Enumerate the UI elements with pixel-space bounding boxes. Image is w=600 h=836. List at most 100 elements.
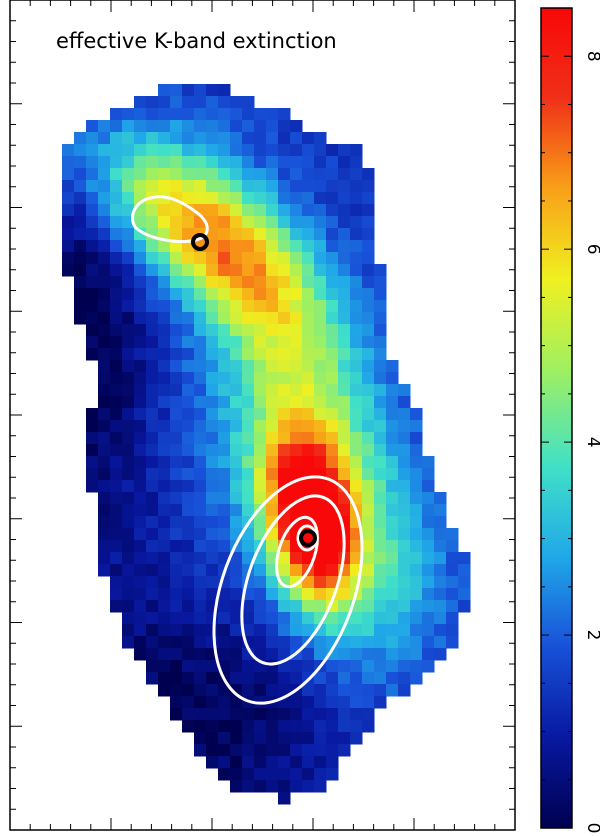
heatmap-cell [134,624,147,637]
heatmap-cell [242,432,255,445]
heatmap-cell [302,744,315,757]
heatmap-cell [182,600,195,613]
heatmap-cell [326,456,339,469]
heatmap-cell [98,420,111,433]
heatmap-cell [350,360,363,373]
heatmap-cell [362,648,375,661]
heatmap-cell [266,324,279,337]
heatmap-cell [290,732,303,745]
heatmap-cell [254,612,267,625]
heatmap-cell [194,564,207,577]
heatmap-cell [254,564,267,577]
heatmap-cell [170,468,183,481]
heatmap-cell [110,504,123,517]
heatmap-cell [182,324,195,337]
colorbar-tick-label: 0 [583,823,600,834]
heatmap-cell [206,660,219,673]
heatmap-cell [158,468,171,481]
heatmap-cell [206,684,219,697]
heatmap-cell [158,492,171,505]
heatmap-cell [362,492,375,505]
heatmap-cell [278,156,291,169]
heatmap-cell [206,96,219,109]
heatmap-cell [374,456,387,469]
heatmap-cell [146,408,159,421]
heatmap-cell [422,468,435,481]
heatmap-cell [314,648,327,661]
heatmap-cell [194,408,207,421]
heatmap-cell [266,192,279,205]
heatmap-cell [362,228,375,241]
heatmap-cell [218,744,231,757]
heatmap-cell [146,612,159,625]
heatmap-cell [326,528,339,541]
heatmap-cell [122,552,135,565]
heatmap-cell [230,384,243,397]
heatmap-cell [146,240,159,253]
heatmap-cell [110,540,123,553]
heatmap-cell [398,612,411,625]
heatmap-cell [134,276,147,289]
heatmap-cell [242,348,255,361]
heatmap-cell [122,384,135,397]
heatmap-cell [254,684,267,697]
heatmap-cell [422,612,435,625]
heatmap-cell [326,156,339,169]
heatmap-cell [302,156,315,169]
heatmap-cell [338,396,351,409]
heatmap-cell [374,684,387,697]
heatmap-cell [290,504,303,517]
heatmap-cell [206,288,219,301]
heatmap-cell [134,348,147,361]
heatmap-cell [98,204,111,217]
heatmap-cell [86,252,99,265]
heatmap-cell [230,744,243,757]
source-marker-north [191,233,209,251]
heatmap-cell [230,96,243,109]
heatmap-cell [374,348,387,361]
heatmap-cell [278,216,291,229]
heatmap-cell [278,456,291,469]
heatmap-cell [266,300,279,313]
heatmap-cell [230,276,243,289]
heatmap-cell [338,744,351,757]
heatmap-cell [362,240,375,253]
heatmap-cell [218,168,231,181]
heatmap-cell [218,600,231,613]
heatmap-cell [398,672,411,685]
heatmap-cell [182,564,195,577]
heatmap-cell [326,252,339,265]
heatmap-cell [362,660,375,673]
contour-north [131,195,209,243]
heatmap-cell [362,672,375,685]
colorbar [540,7,573,829]
heatmap-cell [290,180,303,193]
heatmap-cell [206,228,219,241]
heatmap-cell [314,732,327,745]
heatmap-cell [158,480,171,493]
heatmap-cell [206,300,219,313]
heatmap-cell [242,264,255,277]
heatmap-cell [338,360,351,373]
plot-ticks [9,0,516,831]
heatmap-cell [434,492,447,505]
heatmap-cell [362,360,375,373]
heatmap-cell [110,276,123,289]
heatmap-cell [278,564,291,577]
heatmap-cell [182,120,195,133]
heatmap-cell [350,684,363,697]
heatmap-cell [254,120,267,133]
heatmap-cell [290,336,303,349]
heatmap-cell [254,732,267,745]
heatmap-cell [338,348,351,361]
heatmap-cell [338,252,351,265]
heatmap-cell [206,132,219,145]
heatmap-cell [170,528,183,541]
heatmap-cell [110,492,123,505]
heatmap-cell [158,672,171,685]
heatmap-cell [122,624,135,637]
heatmap-cell [290,360,303,373]
heatmap-cell [374,276,387,289]
heatmap-cell [218,384,231,397]
heatmap-cell [290,156,303,169]
